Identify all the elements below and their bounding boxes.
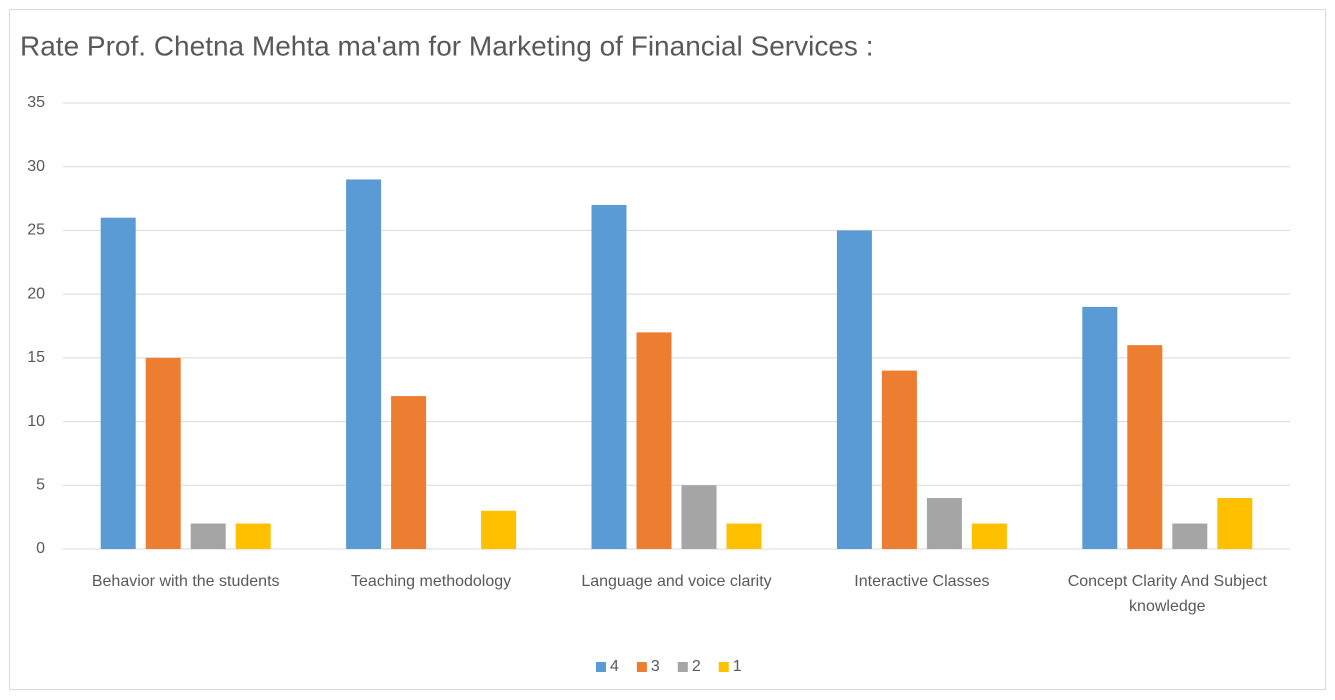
legend-swatch bbox=[718, 662, 729, 672]
bar bbox=[971, 523, 1007, 549]
legend-label: 1 bbox=[733, 658, 742, 675]
legend-swatch bbox=[596, 662, 606, 672]
y-tick-label: 25 bbox=[27, 222, 45, 239]
bar bbox=[726, 523, 762, 549]
bar bbox=[591, 204, 627, 549]
bar bbox=[346, 179, 382, 549]
bar bbox=[1082, 306, 1118, 549]
y-tick-label: 10 bbox=[27, 413, 45, 430]
bar bbox=[391, 396, 427, 549]
bar bbox=[100, 217, 136, 549]
bar bbox=[926, 498, 962, 549]
legend-label: 3 bbox=[651, 658, 660, 675]
bar bbox=[1127, 345, 1163, 549]
bar bbox=[1217, 498, 1253, 549]
bar bbox=[481, 510, 517, 549]
x-tick-label: Teaching methodology bbox=[351, 573, 512, 590]
legend-swatch bbox=[677, 662, 688, 672]
legend-label: 4 bbox=[610, 658, 619, 675]
y-tick-label: 30 bbox=[27, 158, 45, 175]
y-tick-label: 15 bbox=[27, 349, 45, 366]
bar bbox=[235, 523, 271, 549]
y-tick-label: 35 bbox=[27, 94, 45, 111]
x-tick-label: Behavior with the students bbox=[91, 573, 280, 590]
y-tick-label: 20 bbox=[27, 285, 45, 302]
bar bbox=[681, 485, 717, 549]
bar bbox=[190, 523, 226, 549]
x-tick-label: Concept Clarity And Subject knowledge bbox=[1067, 573, 1267, 615]
x-tick-label: Language and voice clarity bbox=[581, 573, 772, 590]
x-tick-label: Interactive Classes bbox=[854, 573, 990, 590]
bar bbox=[145, 357, 181, 549]
legend-label: 2 bbox=[692, 658, 701, 675]
bar bbox=[636, 332, 672, 549]
bar bbox=[1172, 523, 1208, 549]
y-tick-label: 5 bbox=[36, 477, 45, 494]
y-tick-label: 0 bbox=[36, 540, 45, 557]
legend-swatch bbox=[636, 662, 647, 672]
chart-title: Rate Prof. Chetna Mehta ma'am for Market… bbox=[20, 30, 873, 61]
bar bbox=[836, 230, 872, 549]
bar bbox=[881, 370, 917, 549]
